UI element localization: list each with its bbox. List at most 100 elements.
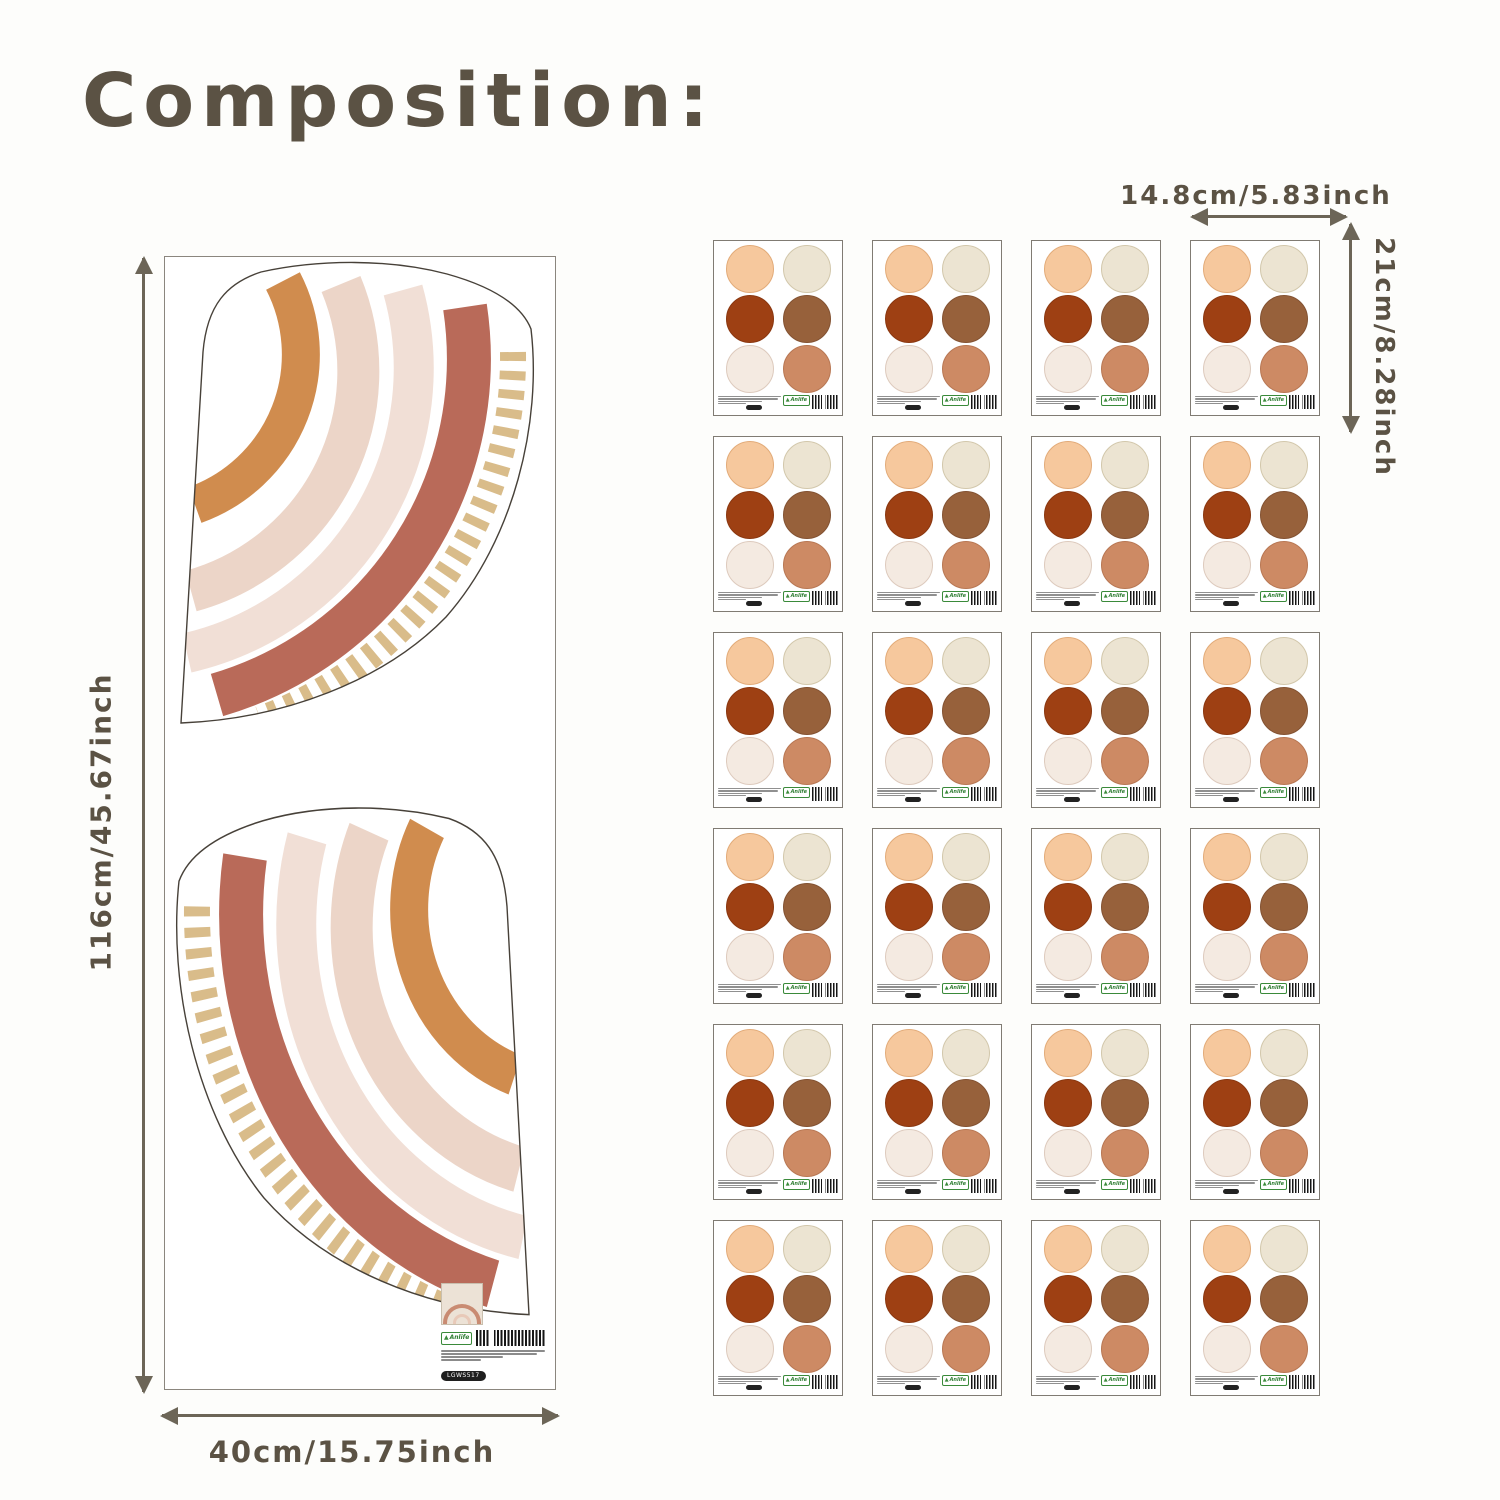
fine-print [1036, 787, 1099, 803]
sheet-footer: ▲ Anlife [1191, 981, 1319, 1003]
sticker-dots [1191, 437, 1319, 589]
passed-badge [746, 797, 762, 803]
sticker-dot-off-white [725, 541, 774, 589]
sticker-dot-rust [1043, 687, 1092, 735]
barcode [1130, 1375, 1157, 1389]
fine-print [718, 787, 781, 803]
sticker-dots [873, 437, 1001, 589]
sticker-dot-rust [725, 687, 774, 735]
sticker-dot-terracotta [941, 541, 990, 589]
sticker-dots [714, 241, 842, 393]
sticker-dot-peach [884, 1029, 933, 1077]
passed-badge [905, 797, 921, 803]
width-label-large-sheet: 40cm/15.75inch [208, 1435, 496, 1469]
barcode [1130, 983, 1157, 997]
barcode [1289, 1179, 1316, 1193]
sheet-footer: ▲ Anlife [714, 981, 842, 1003]
sheet-footer: ▲ Anlife [1032, 589, 1160, 611]
barcode [812, 983, 839, 997]
brand-logo: ▲ Anlife [941, 1179, 969, 1190]
sticker-dot-terracotta [1100, 541, 1149, 589]
brand-logo-text: Anlife [790, 593, 807, 599]
sticker-dots [714, 1221, 842, 1373]
sticker-sheet: ▲ Anlife [1031, 632, 1161, 808]
fine-print [877, 1375, 940, 1391]
sticker-dot-terracotta [782, 345, 831, 393]
sticker-sheet: ▲ Anlife [872, 828, 1002, 1004]
sheet-footer: ▲ Anlife [1032, 785, 1160, 807]
sticker-dot-brown [782, 883, 831, 931]
sticker-dot-cream [1100, 1029, 1149, 1077]
sticker-dot-off-white [884, 541, 933, 589]
sku-badge: LGWS517 [441, 1371, 486, 1381]
fine-print [877, 983, 940, 999]
sticker-dot-brown [941, 1079, 990, 1127]
sticker-dot-cream [782, 637, 831, 685]
barcode [1130, 591, 1157, 605]
sticker-sheet: ▲ Anlife [713, 1220, 843, 1396]
brand-logo-text: Anlife [790, 397, 807, 403]
sticker-dot-peach [1202, 245, 1251, 293]
passed-badge [905, 1189, 921, 1195]
sheet-footer: ▲ Anlife [1191, 1373, 1319, 1395]
height-arrow-sticker-sheet [1349, 224, 1352, 432]
sticker-dot-terracotta [1100, 737, 1149, 785]
sticker-dot-off-white [725, 933, 774, 981]
passed-badge [1223, 601, 1239, 607]
sticker-dot-rust [1202, 491, 1251, 539]
sticker-sheet: ▲ Anlife [872, 240, 1002, 416]
barcode [476, 1330, 545, 1347]
sticker-dot-peach [1043, 637, 1092, 685]
barcode [971, 983, 998, 997]
sticker-dot-brown [1100, 1079, 1149, 1127]
brand-logo-text: Anlife [1267, 985, 1284, 991]
page-title: Composition: [82, 58, 716, 144]
brand-logo-icon: ▲ [785, 397, 790, 403]
brand-logo-icon: ▲ [1262, 1181, 1267, 1187]
sticker-grid: ▲ Anlife ▲ Anlife ▲ [713, 240, 1320, 1396]
rainbow-decals-graphic [165, 257, 554, 1388]
sticker-dots [1191, 1025, 1319, 1177]
sticker-sheet: ▲ Anlife [713, 828, 843, 1004]
sticker-dot-off-white [1202, 1325, 1251, 1373]
sticker-dot-off-white [884, 345, 933, 393]
sticker-dots [1191, 1221, 1319, 1373]
width-arrow-large-sheet [162, 1414, 558, 1417]
sticker-sheet: ▲ Anlife [713, 240, 843, 416]
sheet-footer: ▲ Anlife [714, 785, 842, 807]
sticker-dot-rust [1043, 1275, 1092, 1323]
sticker-dot-brown [1100, 883, 1149, 931]
sticker-sheet: ▲ Anlife [872, 1220, 1002, 1396]
brand-logo-icon: ▲ [1262, 1377, 1267, 1383]
sheet-footer: ▲ Anlife [714, 589, 842, 611]
barcode [1289, 983, 1316, 997]
fine-print [1036, 983, 1099, 999]
brand-logo-icon: ▲ [1103, 789, 1108, 795]
sticker-dot-brown [1100, 1275, 1149, 1323]
brand-logo: ▲ Anlife [1259, 1375, 1287, 1386]
barcode [1289, 591, 1316, 605]
barcode [1130, 1179, 1157, 1193]
brand-logo-text: Anlife [1108, 593, 1125, 599]
sheet-footer: ▲ Anlife [873, 1177, 1001, 1199]
sticker-dots [714, 633, 842, 785]
sticker-dot-peach [1202, 1225, 1251, 1273]
sticker-dot-brown [1100, 687, 1149, 735]
brand-logo: ▲ Anlife [1100, 395, 1128, 406]
sheet-footer: ▲ Anlife [1032, 393, 1160, 415]
sticker-dot-off-white [1043, 1325, 1092, 1373]
sheet-footer: ▲ Anlife [1032, 1373, 1160, 1395]
sticker-dot-rust [1043, 1079, 1092, 1127]
sticker-dot-peach [725, 833, 774, 881]
sheet-footer: ▲ Anlife [1191, 393, 1319, 415]
brand-logo: ▲ Anlife [941, 395, 969, 406]
passed-badge [1064, 1189, 1080, 1195]
sticker-dots [873, 241, 1001, 393]
sticker-dot-off-white [1202, 737, 1251, 785]
passed-badge [1223, 797, 1239, 803]
sticker-dot-off-white [1043, 541, 1092, 589]
sticker-dot-brown [1259, 491, 1308, 539]
sticker-dots [1191, 829, 1319, 981]
fine-print [718, 395, 781, 411]
sticker-dot-rust [884, 687, 933, 735]
